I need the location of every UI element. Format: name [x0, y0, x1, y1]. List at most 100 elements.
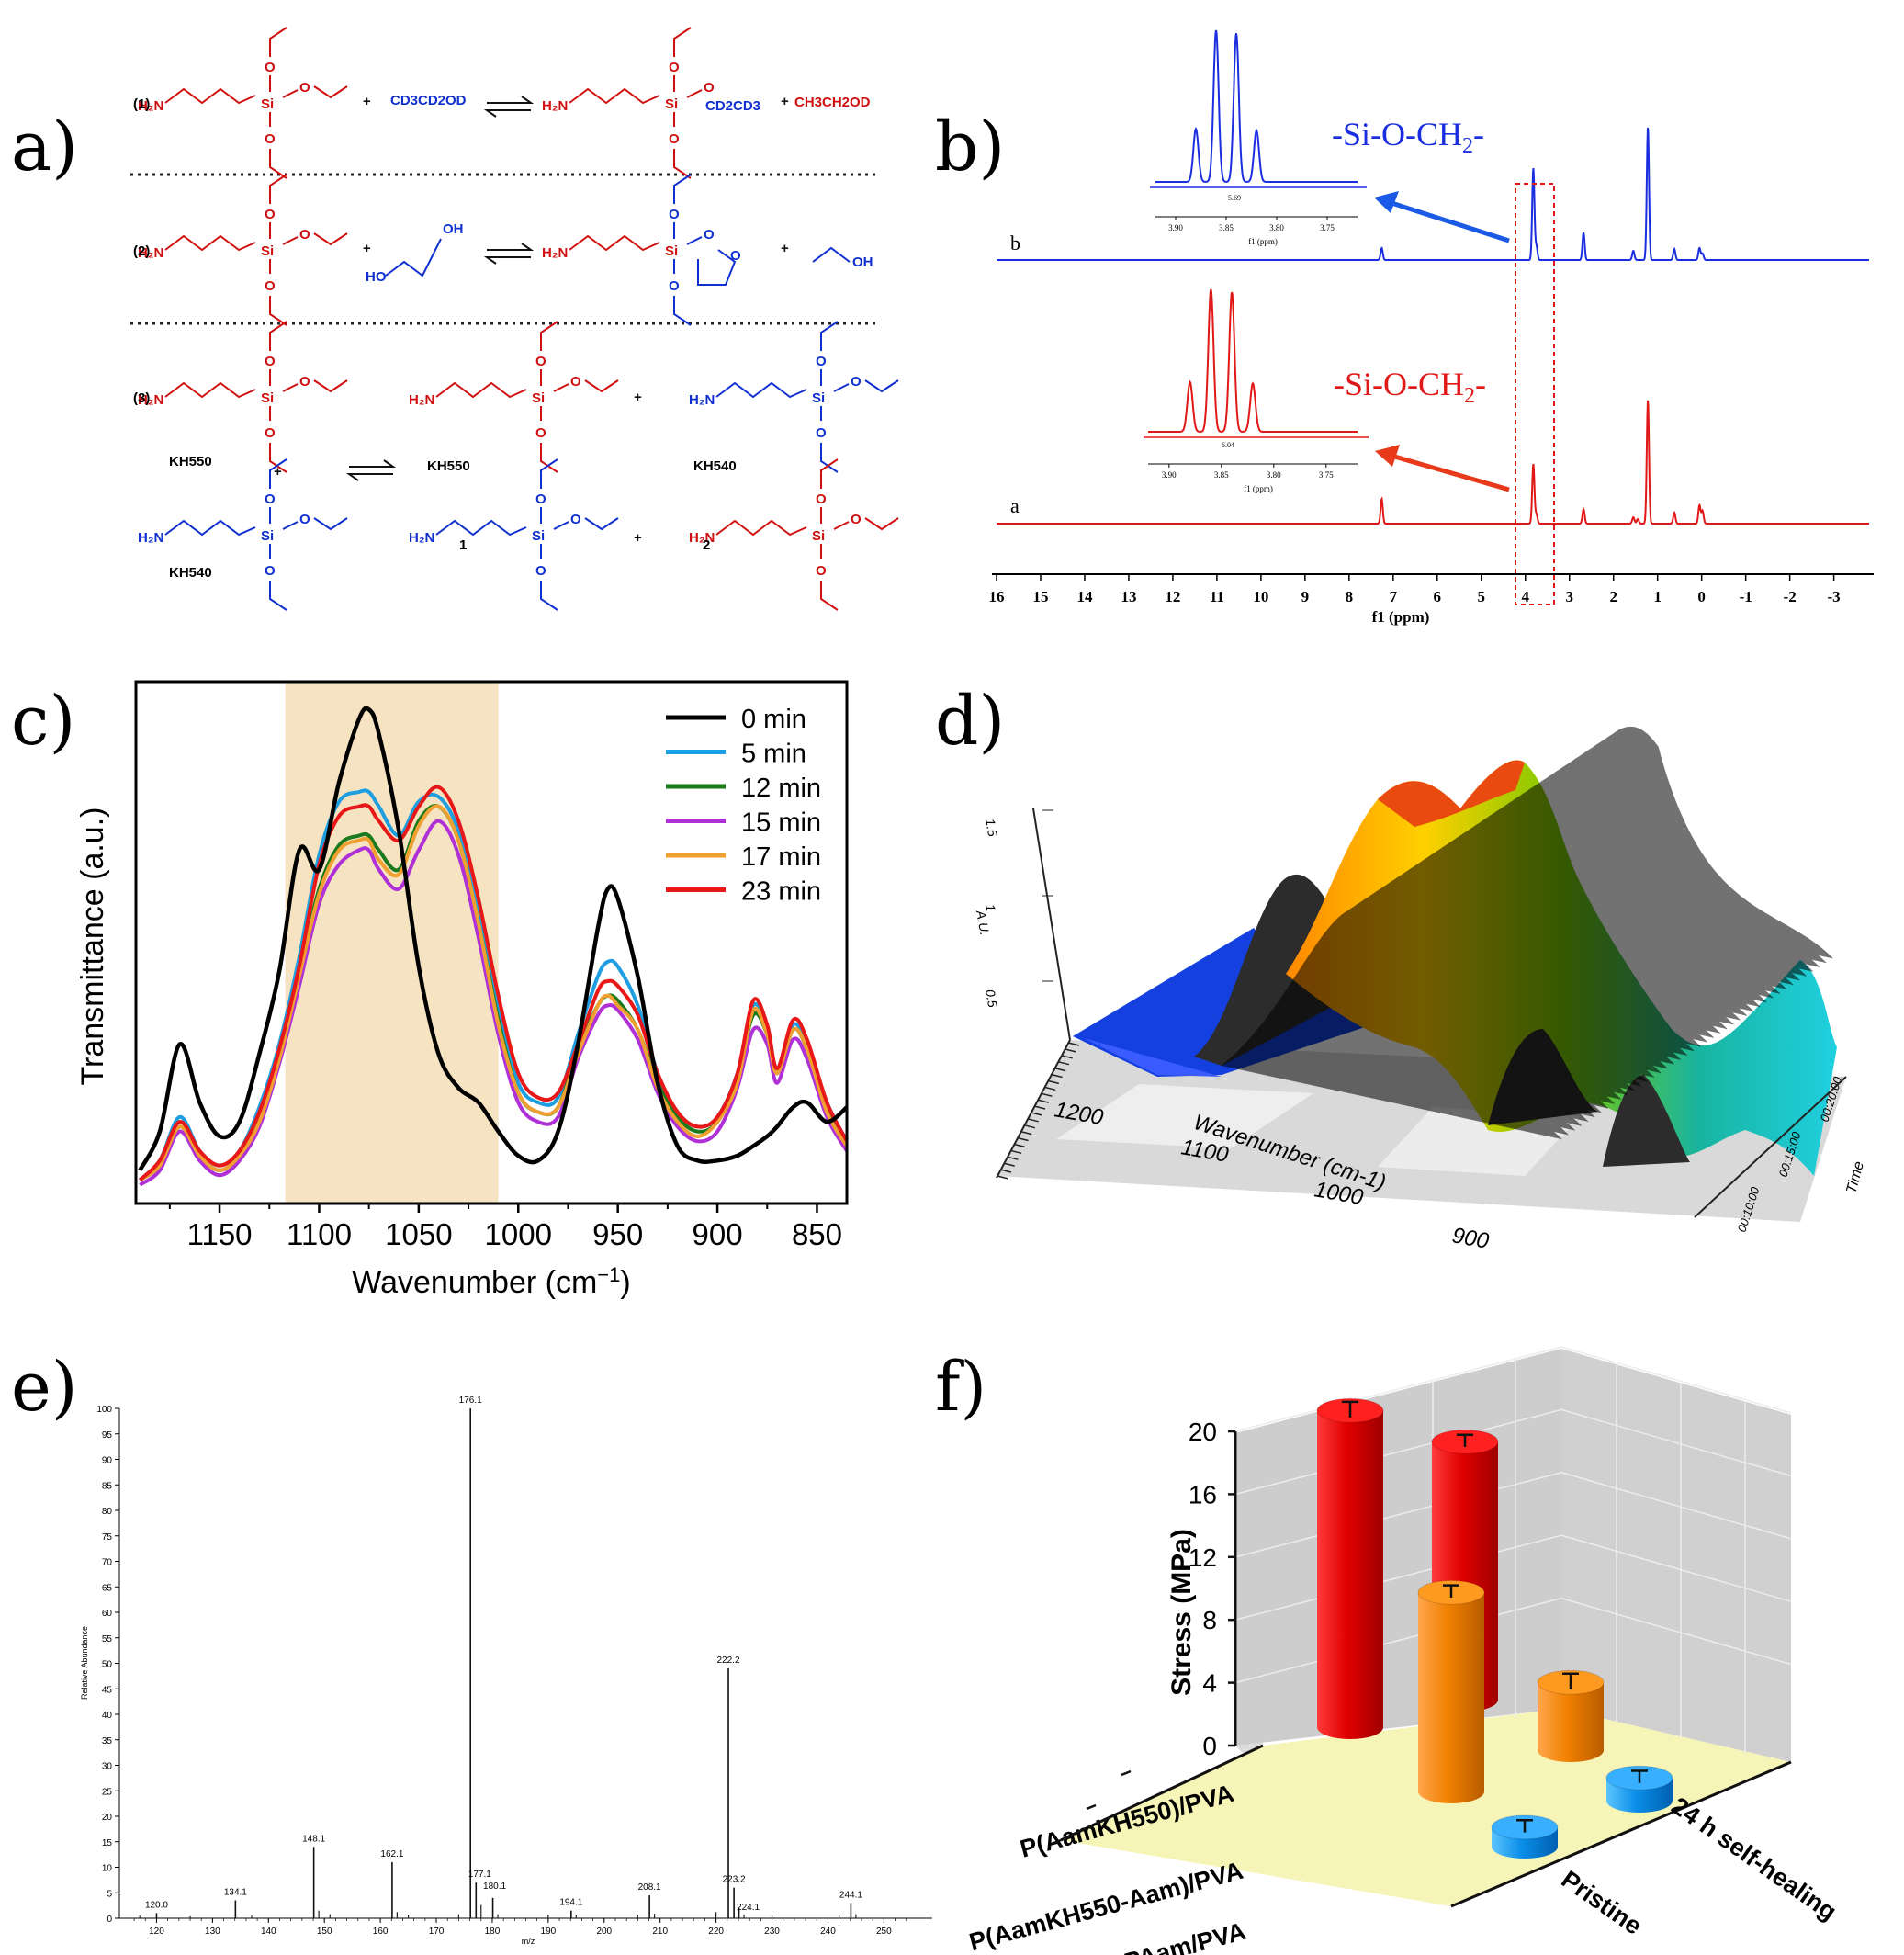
ms-y-tick-label: 45: [102, 1685, 113, 1695]
ftir-chart: 1150 1100 1050 1000 950 900 850 Transmittance …: [75, 680, 849, 1300]
bond: [540, 443, 558, 473]
amine-group: H₂N: [689, 392, 715, 408]
bond: [435, 519, 527, 537]
spectrum-label-b: b: [1010, 232, 1020, 254]
svg-text:OH: OH: [852, 254, 873, 270]
bond: [820, 443, 839, 473]
compound-number: 1: [459, 537, 467, 553]
inset-tick-label: 3.90: [1168, 223, 1183, 232]
bond: [540, 581, 558, 611]
f-y-tick-label: 16: [1189, 1480, 1217, 1509]
amine-group: H₂N: [138, 392, 163, 408]
svg-text:O: O: [816, 425, 827, 441]
bond: [282, 89, 299, 98]
silicon-atom: Si: [532, 390, 545, 406]
plus-sign: +: [363, 94, 371, 109]
inset-integral-a: 6.04: [1222, 441, 1234, 449]
ms-x-tick-label: 190: [541, 1927, 557, 1937]
bond: [584, 517, 619, 531]
inset-tick-label: 3.85: [1214, 470, 1229, 480]
bond: [715, 519, 807, 537]
d-z-tick-label: 0.5: [983, 989, 1000, 1009]
bond: [864, 517, 899, 531]
bond: [715, 381, 807, 399]
svg-text:HO: HO: [366, 269, 387, 285]
nmr-tick-label: 16: [989, 588, 1005, 605]
bond: [282, 521, 299, 530]
ms-y-tick-label: 85: [102, 1481, 113, 1491]
svg-text:O: O: [669, 207, 680, 222]
bond: [269, 321, 287, 351]
panel-label-d: d): [935, 682, 1005, 761]
inset-tick-label: 3.85: [1219, 223, 1234, 232]
svg-text:O: O: [265, 563, 276, 579]
f-y-tick-label: 4: [1202, 1669, 1217, 1698]
svg-text:O: O: [669, 131, 680, 147]
silicon-atom: Si: [812, 390, 825, 406]
amine-group: H₂N: [138, 245, 163, 261]
inset-axis-label: f1 (ppm): [1244, 484, 1273, 493]
svg-text:O: O: [299, 227, 310, 243]
bond: [435, 381, 527, 399]
svg-text:O: O: [730, 248, 741, 264]
silicon-atom: Si: [261, 96, 274, 112]
bond: [820, 581, 839, 611]
amine-group: H₂N: [138, 98, 163, 114]
ms-peak-label: 177.1: [468, 1870, 491, 1880]
ftir-tick-label: 900: [693, 1217, 743, 1251]
svg-text:O: O: [851, 374, 862, 390]
nmr-spectrum-a: [997, 400, 1869, 525]
ms-y-tick-label: 65: [102, 1583, 113, 1593]
inset-tick-label: 3.80: [1269, 223, 1284, 232]
nmr-tick-label: 6: [1434, 588, 1442, 605]
svg-text:O: O: [265, 60, 276, 75]
panel-label-f: f): [935, 1348, 986, 1427]
ms-x-tick-label: 150: [317, 1927, 332, 1937]
silicon-atom: Si: [812, 528, 825, 544]
silicon-atom: Si: [261, 528, 274, 544]
arrow-a: [1391, 453, 1510, 492]
spectrum-label-a: a: [1010, 494, 1020, 517]
bond: [686, 89, 703, 98]
ms-y-tick-label: 0: [107, 1915, 112, 1925]
f-y-tick-label: 0: [1202, 1732, 1217, 1760]
ms-peak-label: 162.1: [380, 1849, 403, 1859]
svg-text:O: O: [535, 563, 546, 579]
3d-ftir-surface: 1200110010009000.511.500:10:0000:15:0000…: [974, 726, 1867, 1254]
d-z-tick-label: 1.5: [983, 818, 1000, 838]
ms-peak-label: 224.1: [737, 1903, 760, 1913]
compound-number: 2: [703, 537, 710, 553]
mesh-line: [1492, 726, 1833, 959]
ms-y-tick-label: 20: [102, 1813, 113, 1823]
bond: [487, 96, 535, 104]
ms-y-tick-label: 10: [102, 1864, 113, 1874]
ftir-tick-label: 950: [592, 1217, 643, 1251]
bond: [164, 234, 256, 252]
bond: [313, 379, 348, 393]
f-y-tick-label: 8: [1202, 1606, 1217, 1634]
svg-text:O: O: [669, 60, 680, 75]
f-category-label: PAam/PVA: [1121, 1917, 1249, 1955]
ms-y-tick-label: 90: [102, 1456, 113, 1466]
ms-x-axis-label: m/z: [522, 1937, 535, 1946]
ms-peak-label: 180.1: [483, 1882, 506, 1892]
silicon-atom: Si: [665, 96, 678, 112]
bond: [569, 234, 660, 252]
nmr-tick-label: 7: [1390, 588, 1398, 605]
bond: [540, 321, 558, 351]
ms-y-tick-label: 35: [102, 1736, 113, 1746]
svg-text:O: O: [704, 227, 715, 243]
svg-text:O: O: [299, 374, 310, 390]
inset-tick-label: 3.90: [1162, 470, 1177, 480]
inset-tick-label: 3.80: [1267, 470, 1281, 480]
ms-y-tick-label: 50: [102, 1660, 113, 1670]
bond: [673, 149, 692, 179]
amine-group: H₂N: [542, 245, 568, 261]
ms-x-tick-label: 210: [652, 1927, 668, 1937]
bond: [164, 381, 256, 399]
back-wall-left: [1235, 1349, 1561, 1746]
ms-x-tick-label: 200: [596, 1927, 612, 1937]
d-z-axis-label: A.U.: [974, 909, 993, 937]
svg-text:O: O: [535, 425, 546, 441]
